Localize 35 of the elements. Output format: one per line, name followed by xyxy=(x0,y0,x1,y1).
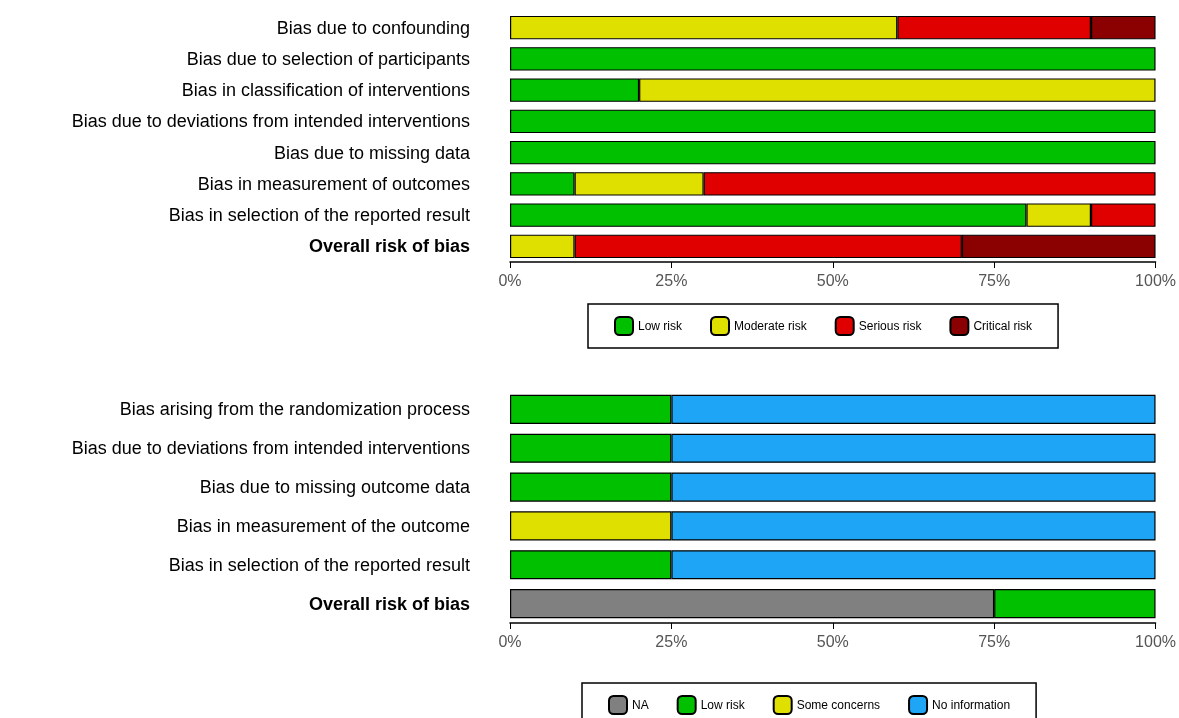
y-tick-label: Bias due to selection of participants xyxy=(186,48,470,69)
x-tick-label: 75% xyxy=(978,271,1011,289)
x-tick-label: 25% xyxy=(655,632,688,650)
legend-label: Serious risk xyxy=(858,319,923,333)
y-tick-label: Bias in measurement of outcomes xyxy=(197,173,470,194)
y-tick-label: Bias due to confounding xyxy=(276,17,470,38)
y-tick-label: Bias due to missing data xyxy=(273,142,471,163)
y-tick-label: Overall risk of bias xyxy=(308,593,470,614)
legend-label: Moderate risk xyxy=(734,319,808,333)
x-tick-label: 100% xyxy=(1135,271,1176,289)
x-tick-label: 100% xyxy=(1135,632,1176,650)
y-tick-label: Bias due to missing outcome data xyxy=(199,477,471,498)
x-tick-label: 0% xyxy=(498,271,522,289)
legend-label: Critical risk xyxy=(973,319,1034,333)
legend-label: Low risk xyxy=(638,319,684,333)
x-tick-label: 50% xyxy=(816,271,849,289)
x-tick-label: 0% xyxy=(498,632,522,650)
legend-label: Some concerns xyxy=(796,698,881,712)
y-tick-label: Bias due to deviations from intended interventions xyxy=(71,111,470,132)
legend-label: Low risk xyxy=(700,698,746,712)
y-tick-label: Bias in measurement of the outcome xyxy=(176,515,470,536)
x-tick-label: 25% xyxy=(655,271,688,289)
x-tick-label: 75% xyxy=(978,632,1011,650)
bar xyxy=(510,140,1156,165)
y-tick-label: Bias in selection of the reported result xyxy=(168,205,470,226)
bar xyxy=(510,109,1156,134)
y-tick-label: Bias in classification of interventions xyxy=(181,80,470,101)
x-tick-label: 50% xyxy=(816,632,849,650)
y-tick-label: Overall risk of bias xyxy=(308,236,470,257)
y-tick-label: Bias arising from the randomization process xyxy=(119,399,470,420)
legend-label: NA xyxy=(632,698,649,712)
y-tick-label: Bias in selection of the reported result xyxy=(168,554,470,575)
legend-label: No information xyxy=(932,698,1011,712)
y-tick-label: Bias due to deviations from intended interventions xyxy=(71,438,470,459)
bar xyxy=(510,47,1156,71)
